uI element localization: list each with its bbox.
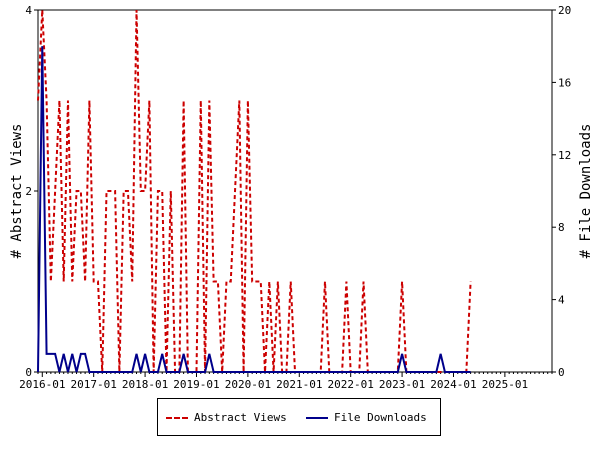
right-tick-label: 16 — [558, 76, 571, 89]
x-tick-label: 2017-01 — [71, 378, 117, 391]
x-tick-label: 2020-01 — [225, 378, 271, 391]
left-axis-ticks: 0 2 4 — [25, 4, 38, 379]
right-tick-label: 4 — [558, 294, 565, 307]
legend-swatch-file-downloads — [306, 416, 328, 419]
right-tick-label: 8 — [558, 221, 565, 234]
left-tick-label: 0 — [25, 366, 32, 379]
left-axis-title: # Abstract Views — [9, 124, 25, 259]
series-layer — [37, 9, 472, 373]
legend-swatch-abstract-views — [166, 416, 188, 419]
series-line-abstract-views — [37, 9, 472, 373]
x-tick-label: 2018-01 — [122, 378, 168, 391]
legend-label-abstract-views: Abstract Views — [194, 411, 287, 424]
legend-item-abstract-views: Abstract Views — [166, 411, 287, 424]
left-tick-label: 4 — [25, 4, 32, 17]
x-tick-label: 2022-01 — [328, 378, 374, 391]
x-tick-label: 2023-01 — [379, 378, 425, 391]
legend: Abstract Views File Downloads — [157, 398, 441, 436]
x-axis-ticks: 2016-01 2017-01 2018-01 2019-01 2020-01 2021-… — [19, 372, 553, 391]
right-tick-label: 20 — [558, 4, 571, 17]
legend-label-file-downloads: File Downloads — [334, 411, 427, 424]
x-tick-label: 2019-01 — [173, 378, 219, 391]
series-line-file-downloads — [37, 46, 471, 373]
x-tick-label: 2016-01 — [19, 378, 65, 391]
x-tick-label: 2021-01 — [276, 378, 322, 391]
legend-item-file-downloads: File Downloads — [306, 411, 427, 424]
right-tick-label: 12 — [558, 149, 571, 162]
right-tick-label: 0 — [558, 366, 565, 379]
right-axis-ticks: 0 4 8 12 16 20 — [552, 4, 571, 379]
x-tick-label: 2025-01 — [482, 378, 528, 391]
left-tick-label: 2 — [25, 185, 32, 198]
x-tick-label: 2024-01 — [430, 378, 476, 391]
right-axis-title: # File Downloads — [578, 124, 594, 259]
